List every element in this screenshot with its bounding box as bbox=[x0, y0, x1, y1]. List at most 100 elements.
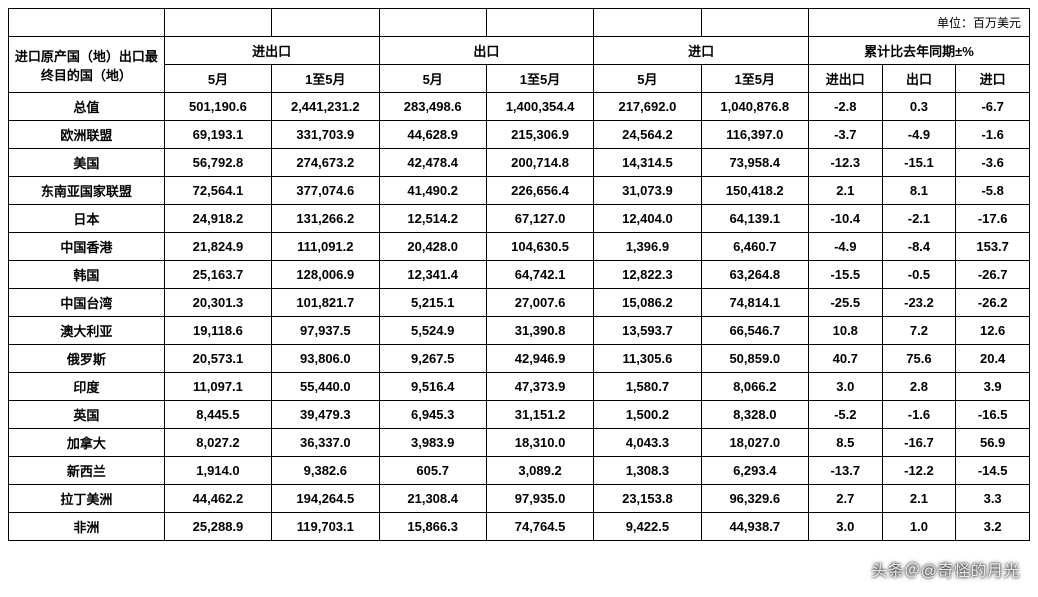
data-cell: 12,822.3 bbox=[594, 261, 701, 289]
data-cell: 64,139.1 bbox=[701, 205, 808, 233]
watermark: 头条＠@奇怪的月光 bbox=[871, 557, 1020, 581]
data-cell: 111,091.2 bbox=[272, 233, 379, 261]
data-cell: 9,516.4 bbox=[379, 373, 486, 401]
table-row: 俄罗斯20,573.193,806.09,267.542,946.911,305… bbox=[9, 345, 1030, 373]
sub-pct-ie: 进出口 bbox=[808, 65, 882, 93]
group-export: 出口 bbox=[379, 37, 594, 65]
data-cell: 9,422.5 bbox=[594, 513, 701, 541]
data-cell: -23.2 bbox=[882, 289, 956, 317]
data-cell: 47,373.9 bbox=[486, 373, 593, 401]
data-cell: 21,824.9 bbox=[164, 233, 271, 261]
sub-ytd-3: 1至5月 bbox=[701, 65, 808, 93]
data-cell: 101,821.7 bbox=[272, 289, 379, 317]
row-name: 英国 bbox=[9, 401, 165, 429]
data-cell: 24,564.2 bbox=[594, 121, 701, 149]
data-cell: -6.7 bbox=[956, 93, 1030, 121]
table-row: 新西兰1,914.09,382.6605.73,089.21,308.36,29… bbox=[9, 457, 1030, 485]
data-cell: 8.5 bbox=[808, 429, 882, 457]
data-cell: 56.9 bbox=[956, 429, 1030, 457]
data-cell: 19,118.6 bbox=[164, 317, 271, 345]
data-cell: 14,314.5 bbox=[594, 149, 701, 177]
data-cell: 67,127.0 bbox=[486, 205, 593, 233]
row-name: 澳大利亚 bbox=[9, 317, 165, 345]
row-name: 东南亚国家联盟 bbox=[9, 177, 165, 205]
data-cell: 56,792.8 bbox=[164, 149, 271, 177]
data-cell: 12,404.0 bbox=[594, 205, 701, 233]
data-cell: 3.2 bbox=[956, 513, 1030, 541]
table-row: 印度11,097.155,440.09,516.447,373.91,580.7… bbox=[9, 373, 1030, 401]
data-cell: 25,163.7 bbox=[164, 261, 271, 289]
data-cell: -16.5 bbox=[956, 401, 1030, 429]
data-cell: 131,266.2 bbox=[272, 205, 379, 233]
data-cell: 274,673.2 bbox=[272, 149, 379, 177]
data-cell: -5.2 bbox=[808, 401, 882, 429]
data-cell: 15,866.3 bbox=[379, 513, 486, 541]
data-cell: 73,958.4 bbox=[701, 149, 808, 177]
table-row: 澳大利亚19,118.697,937.55,524.931,390.813,59… bbox=[9, 317, 1030, 345]
data-cell: 3,983.9 bbox=[379, 429, 486, 457]
data-cell: 119,703.1 bbox=[272, 513, 379, 541]
table-row: 中国香港21,824.9111,091.220,428.0104,630.51,… bbox=[9, 233, 1030, 261]
data-cell: 0.3 bbox=[882, 93, 956, 121]
table-row: 日本24,918.2131,266.212,514.267,127.012,40… bbox=[9, 205, 1030, 233]
data-cell: 501,190.6 bbox=[164, 93, 271, 121]
group-yoy: 累计比去年同期±% bbox=[808, 37, 1029, 65]
row-name: 非洲 bbox=[9, 513, 165, 541]
data-cell: 1.0 bbox=[882, 513, 956, 541]
data-cell: 23,153.8 bbox=[594, 485, 701, 513]
data-cell: 8,027.2 bbox=[164, 429, 271, 457]
data-cell: 5,524.9 bbox=[379, 317, 486, 345]
data-cell: 40.7 bbox=[808, 345, 882, 373]
data-cell: 605.7 bbox=[379, 457, 486, 485]
data-cell: 1,400,354.4 bbox=[486, 93, 593, 121]
table-row: 韩国25,163.7128,006.912,341.464,742.112,82… bbox=[9, 261, 1030, 289]
data-cell: 11,097.1 bbox=[164, 373, 271, 401]
data-cell: 63,264.8 bbox=[701, 261, 808, 289]
data-cell: 8.1 bbox=[882, 177, 956, 205]
data-cell: 1,914.0 bbox=[164, 457, 271, 485]
data-cell: -4.9 bbox=[808, 233, 882, 261]
data-cell: 44,938.7 bbox=[701, 513, 808, 541]
data-cell: 74,814.1 bbox=[701, 289, 808, 317]
data-cell: 1,040,876.8 bbox=[701, 93, 808, 121]
data-cell: 9,267.5 bbox=[379, 345, 486, 373]
data-cell: -2.8 bbox=[808, 93, 882, 121]
data-cell: -8.4 bbox=[882, 233, 956, 261]
data-cell: 12,341.4 bbox=[379, 261, 486, 289]
sub-pct-i: 进口 bbox=[956, 65, 1030, 93]
data-cell: -14.5 bbox=[956, 457, 1030, 485]
unit-label: 单位：百万美元 bbox=[808, 9, 1029, 37]
data-cell: -5.8 bbox=[956, 177, 1030, 205]
data-cell: 3.9 bbox=[956, 373, 1030, 401]
data-cell: 2.1 bbox=[882, 485, 956, 513]
data-cell: -13.7 bbox=[808, 457, 882, 485]
data-cell: 8,328.0 bbox=[701, 401, 808, 429]
sub-may-1: 5月 bbox=[164, 65, 271, 93]
table-body: 总值501,190.62,441,231.2283,498.61,400,354… bbox=[9, 93, 1030, 541]
data-cell: -1.6 bbox=[956, 121, 1030, 149]
data-cell: 75.6 bbox=[882, 345, 956, 373]
row-name: 拉丁美洲 bbox=[9, 485, 165, 513]
data-cell: 96,329.6 bbox=[701, 485, 808, 513]
data-cell: 31,390.8 bbox=[486, 317, 593, 345]
data-cell: -26.2 bbox=[956, 289, 1030, 317]
group-header-row: 进口原产国（地）出口最终目的国（地） 进出口 出口 进口 累计比去年同期±% bbox=[9, 37, 1030, 65]
data-cell: 217,692.0 bbox=[594, 93, 701, 121]
row-head-label: 进口原产国（地）出口最终目的国（地） bbox=[9, 37, 165, 93]
data-cell: -15.1 bbox=[882, 149, 956, 177]
data-cell: 2.8 bbox=[882, 373, 956, 401]
data-cell: 27,007.6 bbox=[486, 289, 593, 317]
group-import: 进口 bbox=[594, 37, 809, 65]
data-cell: 200,714.8 bbox=[486, 149, 593, 177]
data-cell: 74,764.5 bbox=[486, 513, 593, 541]
sub-ytd-2: 1至5月 bbox=[486, 65, 593, 93]
data-cell: 20,428.0 bbox=[379, 233, 486, 261]
data-cell: -12.2 bbox=[882, 457, 956, 485]
trade-table: 单位：百万美元 进口原产国（地）出口最终目的国（地） 进出口 出口 进口 累计比… bbox=[8, 8, 1030, 541]
data-cell: 6,293.4 bbox=[701, 457, 808, 485]
data-cell: 3.3 bbox=[956, 485, 1030, 513]
data-cell: 13,593.7 bbox=[594, 317, 701, 345]
data-cell: 2,441,231.2 bbox=[272, 93, 379, 121]
data-cell: 24,918.2 bbox=[164, 205, 271, 233]
data-cell: -2.1 bbox=[882, 205, 956, 233]
